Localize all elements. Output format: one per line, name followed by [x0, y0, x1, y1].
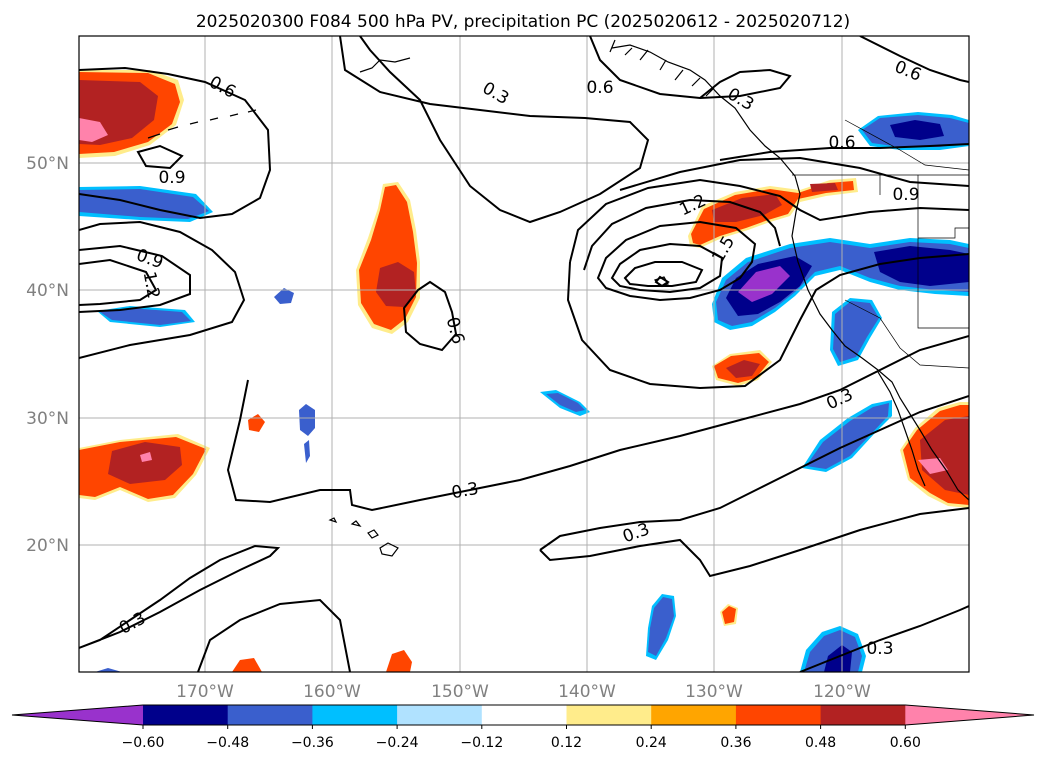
colorbar-tick-label: −0.12	[460, 735, 503, 751]
map-title: 2025020300 F084 500 hPa PV, precipitatio…	[196, 12, 850, 32]
borders	[792, 119, 969, 369]
colorbar-segment	[312, 705, 398, 725]
contour-label: 0.9	[892, 185, 919, 205]
colorbar: −0.60 −0.48 −0.36 −0.24 −0.12 0.12 0.24 0.36 0.4…	[11, 704, 1035, 751]
colorbar-tick-label: 0.12	[551, 735, 582, 751]
lat-label: 40°N	[26, 281, 69, 301]
map-frame	[78, 35, 970, 673]
lon-label: 120°W	[813, 682, 871, 702]
colorbar-tick-label: 0.48	[805, 735, 836, 751]
lon-label: 140°W	[558, 682, 616, 702]
longitude-labels: 170°W 160°W 150°W 140°W 130°W 120°W	[176, 682, 871, 702]
map-panel: 0.6 0.3 0.6 0.3 0.6 0.6 0.9 0.9 1.2 0.9 …	[78, 35, 970, 673]
colorbar-tick-label: −0.36	[291, 735, 334, 751]
contour-label: 1.2	[139, 270, 163, 300]
lon-label: 150°W	[431, 682, 489, 702]
latitude-labels: 50°N 40°N 30°N 20°N	[26, 154, 69, 556]
colorbar-tick-label: 0.36	[720, 735, 751, 751]
colorbar-tick-label: −0.24	[376, 735, 419, 751]
map-background	[79, 36, 969, 672]
lat-label: 30°N	[26, 409, 69, 429]
pv-contours	[79, 36, 969, 672]
colorbar-tick-label: 0.24	[636, 735, 667, 751]
colorbar-tick-label: 0.60	[890, 735, 921, 751]
colorbar-segment	[735, 705, 822, 725]
colorbar-tick-label: −0.60	[122, 735, 165, 751]
contour-label: 0.3	[866, 639, 893, 659]
colorbar-tick-label: −0.48	[206, 735, 249, 751]
colorbar-segment	[820, 705, 906, 725]
contour-label: 0.3	[450, 479, 480, 503]
contour-label: 0.6	[828, 133, 855, 153]
colorbar-segment	[566, 705, 652, 725]
contour-label: 0.9	[158, 168, 185, 188]
lon-label: 160°W	[303, 682, 361, 702]
lat-label: 20°N	[26, 536, 69, 556]
colorbar-segment	[651, 705, 737, 725]
colorbar-segment	[227, 705, 313, 725]
colorbar-extend-max	[905, 705, 1034, 725]
lon-label: 130°W	[685, 682, 743, 702]
gridlines	[79, 36, 969, 672]
lat-label: 50°N	[26, 154, 69, 174]
colorbar-extend-min	[12, 705, 143, 725]
lon-label: 170°W	[176, 682, 234, 702]
colorbar-segment	[397, 705, 483, 725]
contour-label: 0.6	[586, 78, 613, 98]
colorbar-segment	[143, 705, 229, 725]
colorbar-segment	[481, 705, 567, 725]
